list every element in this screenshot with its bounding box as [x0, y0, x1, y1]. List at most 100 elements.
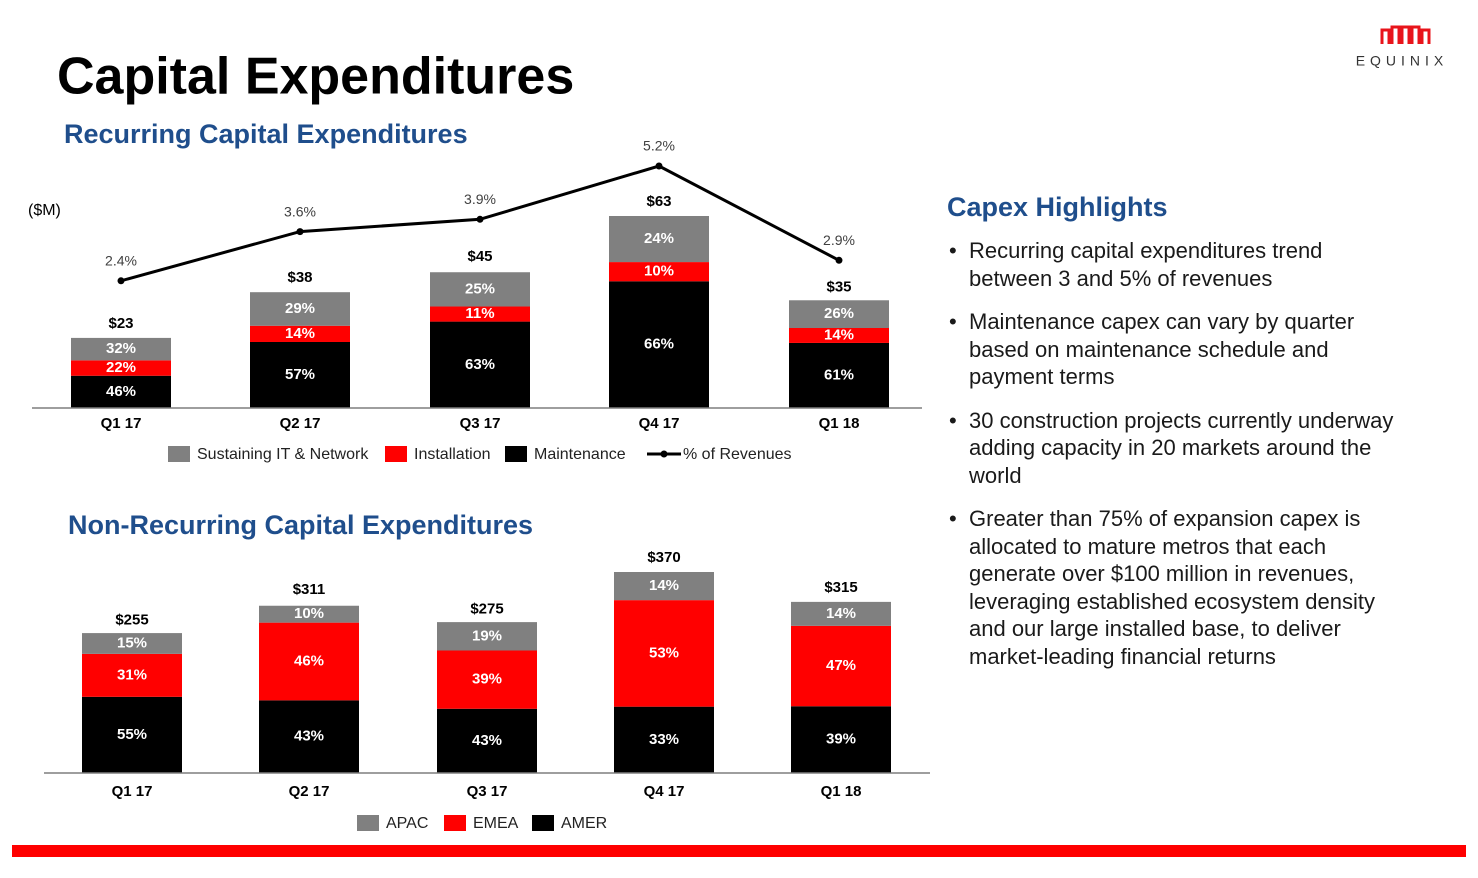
chart-title: Non-Recurring Capital Expenditures — [68, 510, 533, 540]
segment-label: 46% — [294, 652, 324, 669]
bar-segment — [82, 633, 182, 654]
bar-segment — [609, 216, 709, 263]
legend-swatch — [444, 815, 466, 831]
segment-label: 14% — [285, 325, 315, 342]
line-label: 2.9% — [823, 232, 855, 248]
bar-segment — [71, 360, 171, 376]
chart-title: Recurring Capital Expenditures — [64, 119, 468, 149]
segment-label: 43% — [472, 732, 502, 749]
bar-segment — [82, 653, 182, 697]
legend-label: EMEA — [473, 815, 519, 832]
legend-label: AMER — [561, 815, 607, 832]
x-tick-label: Q3 17 — [467, 783, 508, 800]
bar-segment — [259, 622, 359, 701]
total-label: $35 — [826, 278, 851, 295]
segment-label: 10% — [294, 605, 324, 622]
segment-label: 57% — [285, 366, 315, 383]
line-label: 2.4% — [105, 253, 137, 269]
highlight-bullet: Greater than 75% of expansion capex is a… — [947, 505, 1397, 670]
highlight-bullet: Maintenance capex can vary by quarter ba… — [947, 308, 1397, 391]
legend-marker — [660, 450, 668, 458]
x-tick-label: Q2 17 — [280, 415, 321, 432]
segment-label: 14% — [826, 605, 856, 622]
total-label: $370 — [647, 549, 680, 566]
logo-text: EQUINIX — [1356, 53, 1449, 69]
total-label: $23 — [108, 315, 133, 332]
bar-segment — [250, 292, 350, 326]
total-label: $63 — [646, 193, 671, 210]
slide-title: Capital Expenditures — [57, 48, 574, 106]
bar-segment — [789, 300, 889, 328]
bar-segment — [82, 696, 182, 773]
bar-segment — [259, 605, 359, 623]
y-axis-label: ($M) — [28, 202, 61, 219]
bar-segment — [614, 706, 714, 773]
highlights-title: Capex Highlights — [947, 192, 1168, 222]
highlight-bullet: Recurring capital expenditures trend bet… — [947, 237, 1397, 292]
line — [120, 164, 840, 283]
segment-label: 61% — [824, 366, 854, 383]
logo-icon — [1380, 25, 1431, 44]
total-label: $311 — [293, 581, 326, 598]
segment-label: 31% — [117, 666, 147, 683]
footer-bar — [12, 845, 1466, 857]
x-tick-label: Q1 17 — [101, 415, 142, 432]
legend-swatch — [505, 446, 527, 462]
bar-segment — [789, 328, 889, 343]
segment-label: 43% — [294, 728, 324, 745]
segment-label: 53% — [649, 644, 679, 661]
segment-label: 63% — [465, 356, 495, 373]
legend-label: % of Revenues — [683, 446, 792, 463]
bar-segment — [614, 600, 714, 707]
total-label: $255 — [115, 611, 148, 628]
bar-segment — [791, 601, 891, 626]
bar-segment — [430, 306, 530, 322]
x-tick-label: Q2 17 — [289, 783, 330, 800]
total-label: $315 — [824, 579, 857, 596]
segment-label: 19% — [472, 627, 502, 644]
segment-label: 24% — [644, 230, 674, 247]
segment-label: 14% — [824, 326, 854, 343]
bar-segment — [259, 700, 359, 773]
bar-segment — [430, 272, 530, 307]
segment-label: 10% — [644, 263, 674, 280]
bar-segment — [71, 337, 171, 361]
bar-segment — [614, 572, 714, 601]
segment-label: 11% — [465, 305, 494, 322]
total-label: $38 — [287, 269, 312, 286]
segment-label: 32% — [106, 340, 136, 357]
total-label: $45 — [467, 248, 492, 265]
x-tick-label: Q1 17 — [112, 783, 153, 800]
segment-label: 26% — [824, 305, 854, 322]
highlights-list: Recurring capital expenditures trend bet… — [947, 237, 1397, 670]
legend-swatch — [168, 446, 190, 462]
segment-label: 47% — [826, 657, 856, 674]
line-label: 3.6% — [284, 203, 316, 219]
x-tick-label: Q1 18 — [819, 415, 860, 432]
x-tick-label: Q1 18 — [821, 783, 862, 800]
highlights: Capex Highlights Recurring capital expen… — [947, 192, 1397, 686]
bar-segment — [609, 262, 709, 282]
bar-segment — [609, 281, 709, 408]
segment-label: 14% — [649, 577, 679, 594]
bar-segment — [791, 706, 891, 773]
segment-label: 46% — [106, 383, 136, 400]
line-label: 5.2% — [643, 138, 675, 154]
x-tick-label: Q4 17 — [644, 783, 685, 800]
total-label: $275 — [470, 601, 503, 618]
bar-segment — [430, 321, 530, 408]
highlight-bullet: 30 construction projects currently under… — [947, 407, 1397, 490]
segment-label: 66% — [644, 336, 674, 353]
line-label: 3.9% — [464, 191, 496, 207]
bar-segment — [437, 650, 537, 709]
bar-segment — [437, 622, 537, 651]
legend-swatch — [357, 815, 379, 831]
segment-label: 29% — [285, 300, 315, 317]
legend-swatch — [532, 815, 554, 831]
bar-segment — [250, 325, 350, 342]
bar-segment — [791, 625, 891, 707]
segment-label: 25% — [465, 280, 495, 297]
segment-label: 55% — [117, 726, 147, 743]
